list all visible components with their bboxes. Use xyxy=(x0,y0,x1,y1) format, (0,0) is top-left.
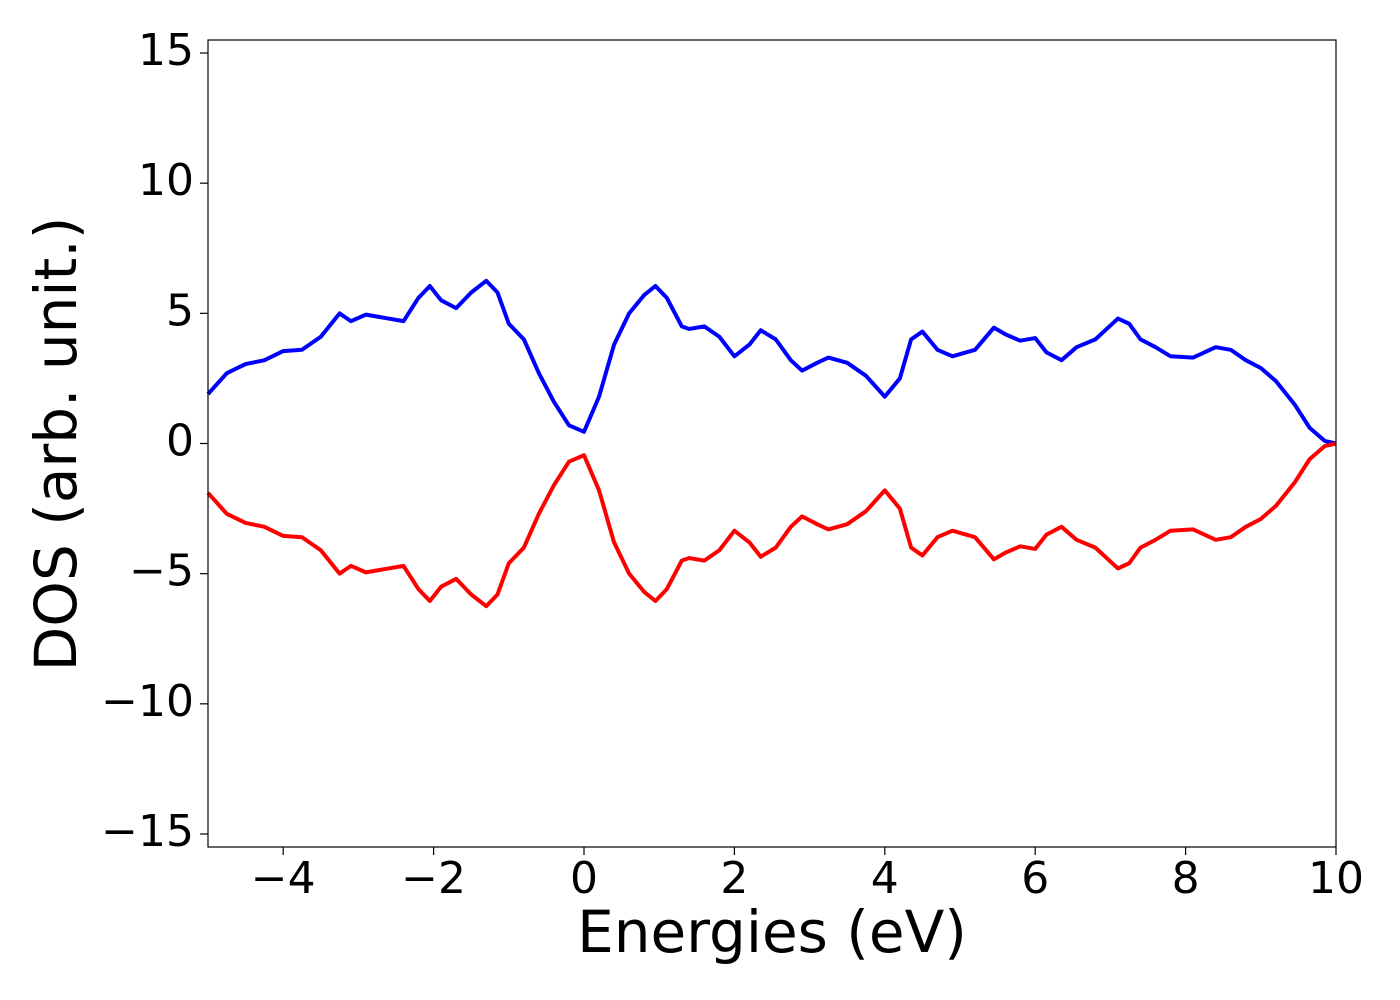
y-axis-label: DOS (arb. unit.) xyxy=(22,217,90,672)
data-line xyxy=(206,441,1337,609)
y-tick-label: 0 xyxy=(166,416,194,467)
y-tick-label: −10 xyxy=(101,676,194,727)
x-axis-label: Energies (eV) xyxy=(577,898,967,966)
x-tick-label: −2 xyxy=(401,853,466,904)
x-tick-label: −4 xyxy=(251,853,316,904)
x-tick-label: 4 xyxy=(871,853,899,904)
y-tick-label: 15 xyxy=(138,25,194,76)
y-tick-label: 10 xyxy=(138,155,194,206)
y-tick-label: −5 xyxy=(129,546,194,597)
x-tick-label: 2 xyxy=(720,853,748,904)
x-tick-label: 10 xyxy=(1308,853,1364,904)
x-tick-label: 6 xyxy=(1021,853,1049,904)
plot-frame xyxy=(207,39,1337,848)
data-line xyxy=(206,278,1337,446)
x-tick-label: 0 xyxy=(570,853,598,904)
y-tick-label: −15 xyxy=(101,806,194,857)
y-tick-label: 5 xyxy=(166,285,194,336)
x-tick-label: 8 xyxy=(1172,853,1200,904)
